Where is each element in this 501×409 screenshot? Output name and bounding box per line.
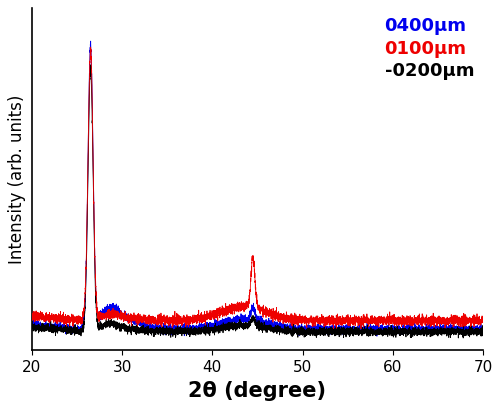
Legend: 0400μm, 0100μm, -0200μm: 0400μm, 0100μm, -0200μm [384, 17, 474, 81]
X-axis label: 2θ (degree): 2θ (degree) [188, 381, 327, 401]
Y-axis label: Intensity (arb. units): Intensity (arb. units) [9, 94, 27, 264]
